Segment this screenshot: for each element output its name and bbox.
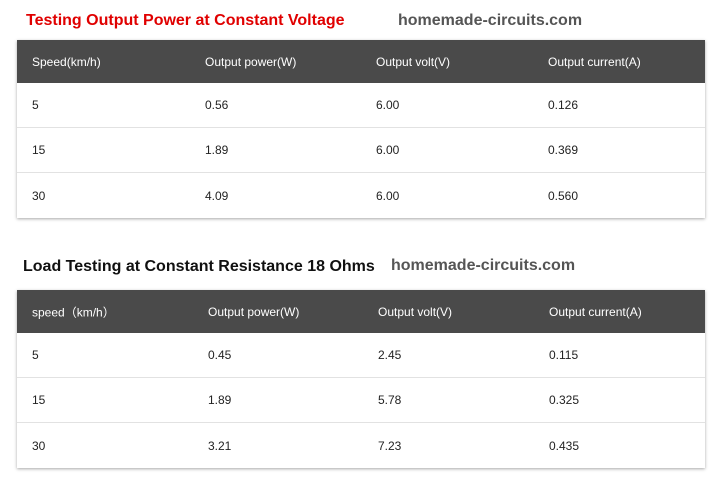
table1-site-watermark: homemade-circuits.com	[398, 12, 583, 29]
table-cell: 30	[32, 438, 46, 453]
table-cell: 5	[32, 98, 39, 112]
header-cell: Output volt(V)	[378, 304, 453, 319]
table-cell: 0.369	[548, 143, 579, 157]
table-cell: 0.560	[548, 188, 579, 203]
table-row: 30 3.21 7.23 0.435	[17, 423, 705, 468]
table-cell: 1.89	[208, 393, 232, 407]
table-cell: 0.435	[549, 438, 580, 453]
table-cell: 4.09	[205, 188, 229, 203]
table-row: 30 4.09 6.00 0.560	[17, 173, 705, 218]
table-row: 15 1.89 5.78 0.325	[17, 378, 705, 423]
table1: Speed(km/h) Output power(W) Output volt(V)…	[17, 40, 705, 218]
table-cell: 5.78	[378, 393, 402, 407]
table-cell: 6.00	[376, 188, 400, 203]
table-header: Speed(km/h) Output power(W) Output volt(V)…	[17, 40, 705, 83]
table1-title: Testing Output Power at Constant Voltage	[26, 12, 345, 29]
table-cell: 15	[32, 393, 46, 407]
header-cell: Output volt(V)	[376, 54, 451, 69]
table-cell: 1.89	[205, 143, 229, 157]
table2-title: Load Testing at Constant Resistance 18 O…	[23, 258, 375, 275]
table2-site-watermark: homemade-circuits.com	[391, 257, 576, 274]
table-cell: 0.325	[549, 393, 580, 407]
header-cell: Output power(W)	[208, 304, 300, 319]
header-cell: Output current(A)	[548, 54, 641, 69]
table-header: speed（km/h） Output power(W) Output volt(V)…	[17, 290, 705, 333]
table-cell: 7.23	[378, 438, 402, 453]
table2: speed（km/h） Output power(W) Output volt(V)…	[17, 290, 705, 468]
table-cell: 0.115	[549, 348, 579, 362]
table-cell: 0.56	[205, 98, 229, 112]
header-cell: speed（km/h）	[32, 305, 115, 319]
table-cell: 0.45	[208, 348, 232, 362]
table-cell: 0.126	[548, 98, 579, 112]
header-cell: Output current(A)	[549, 304, 642, 319]
table-row: 5 0.45 2.45 0.115	[17, 333, 705, 378]
table-cell: 2.45	[378, 348, 402, 362]
header-cell: Output power(W)	[205, 54, 297, 69]
table-cell: 3.21	[208, 438, 232, 453]
table-row: 15 1.89 6.00 0.369	[17, 128, 705, 173]
table-cell: 6.00	[376, 98, 400, 112]
table-cell: 6.00	[376, 143, 400, 157]
table-cell: 30	[32, 188, 46, 203]
header-cell: Speed(km/h)	[32, 54, 101, 69]
table-row: 5 0.56 6.00 0.126	[17, 83, 705, 128]
table-cell: 5	[32, 348, 39, 362]
table-cell: 15	[32, 143, 46, 157]
